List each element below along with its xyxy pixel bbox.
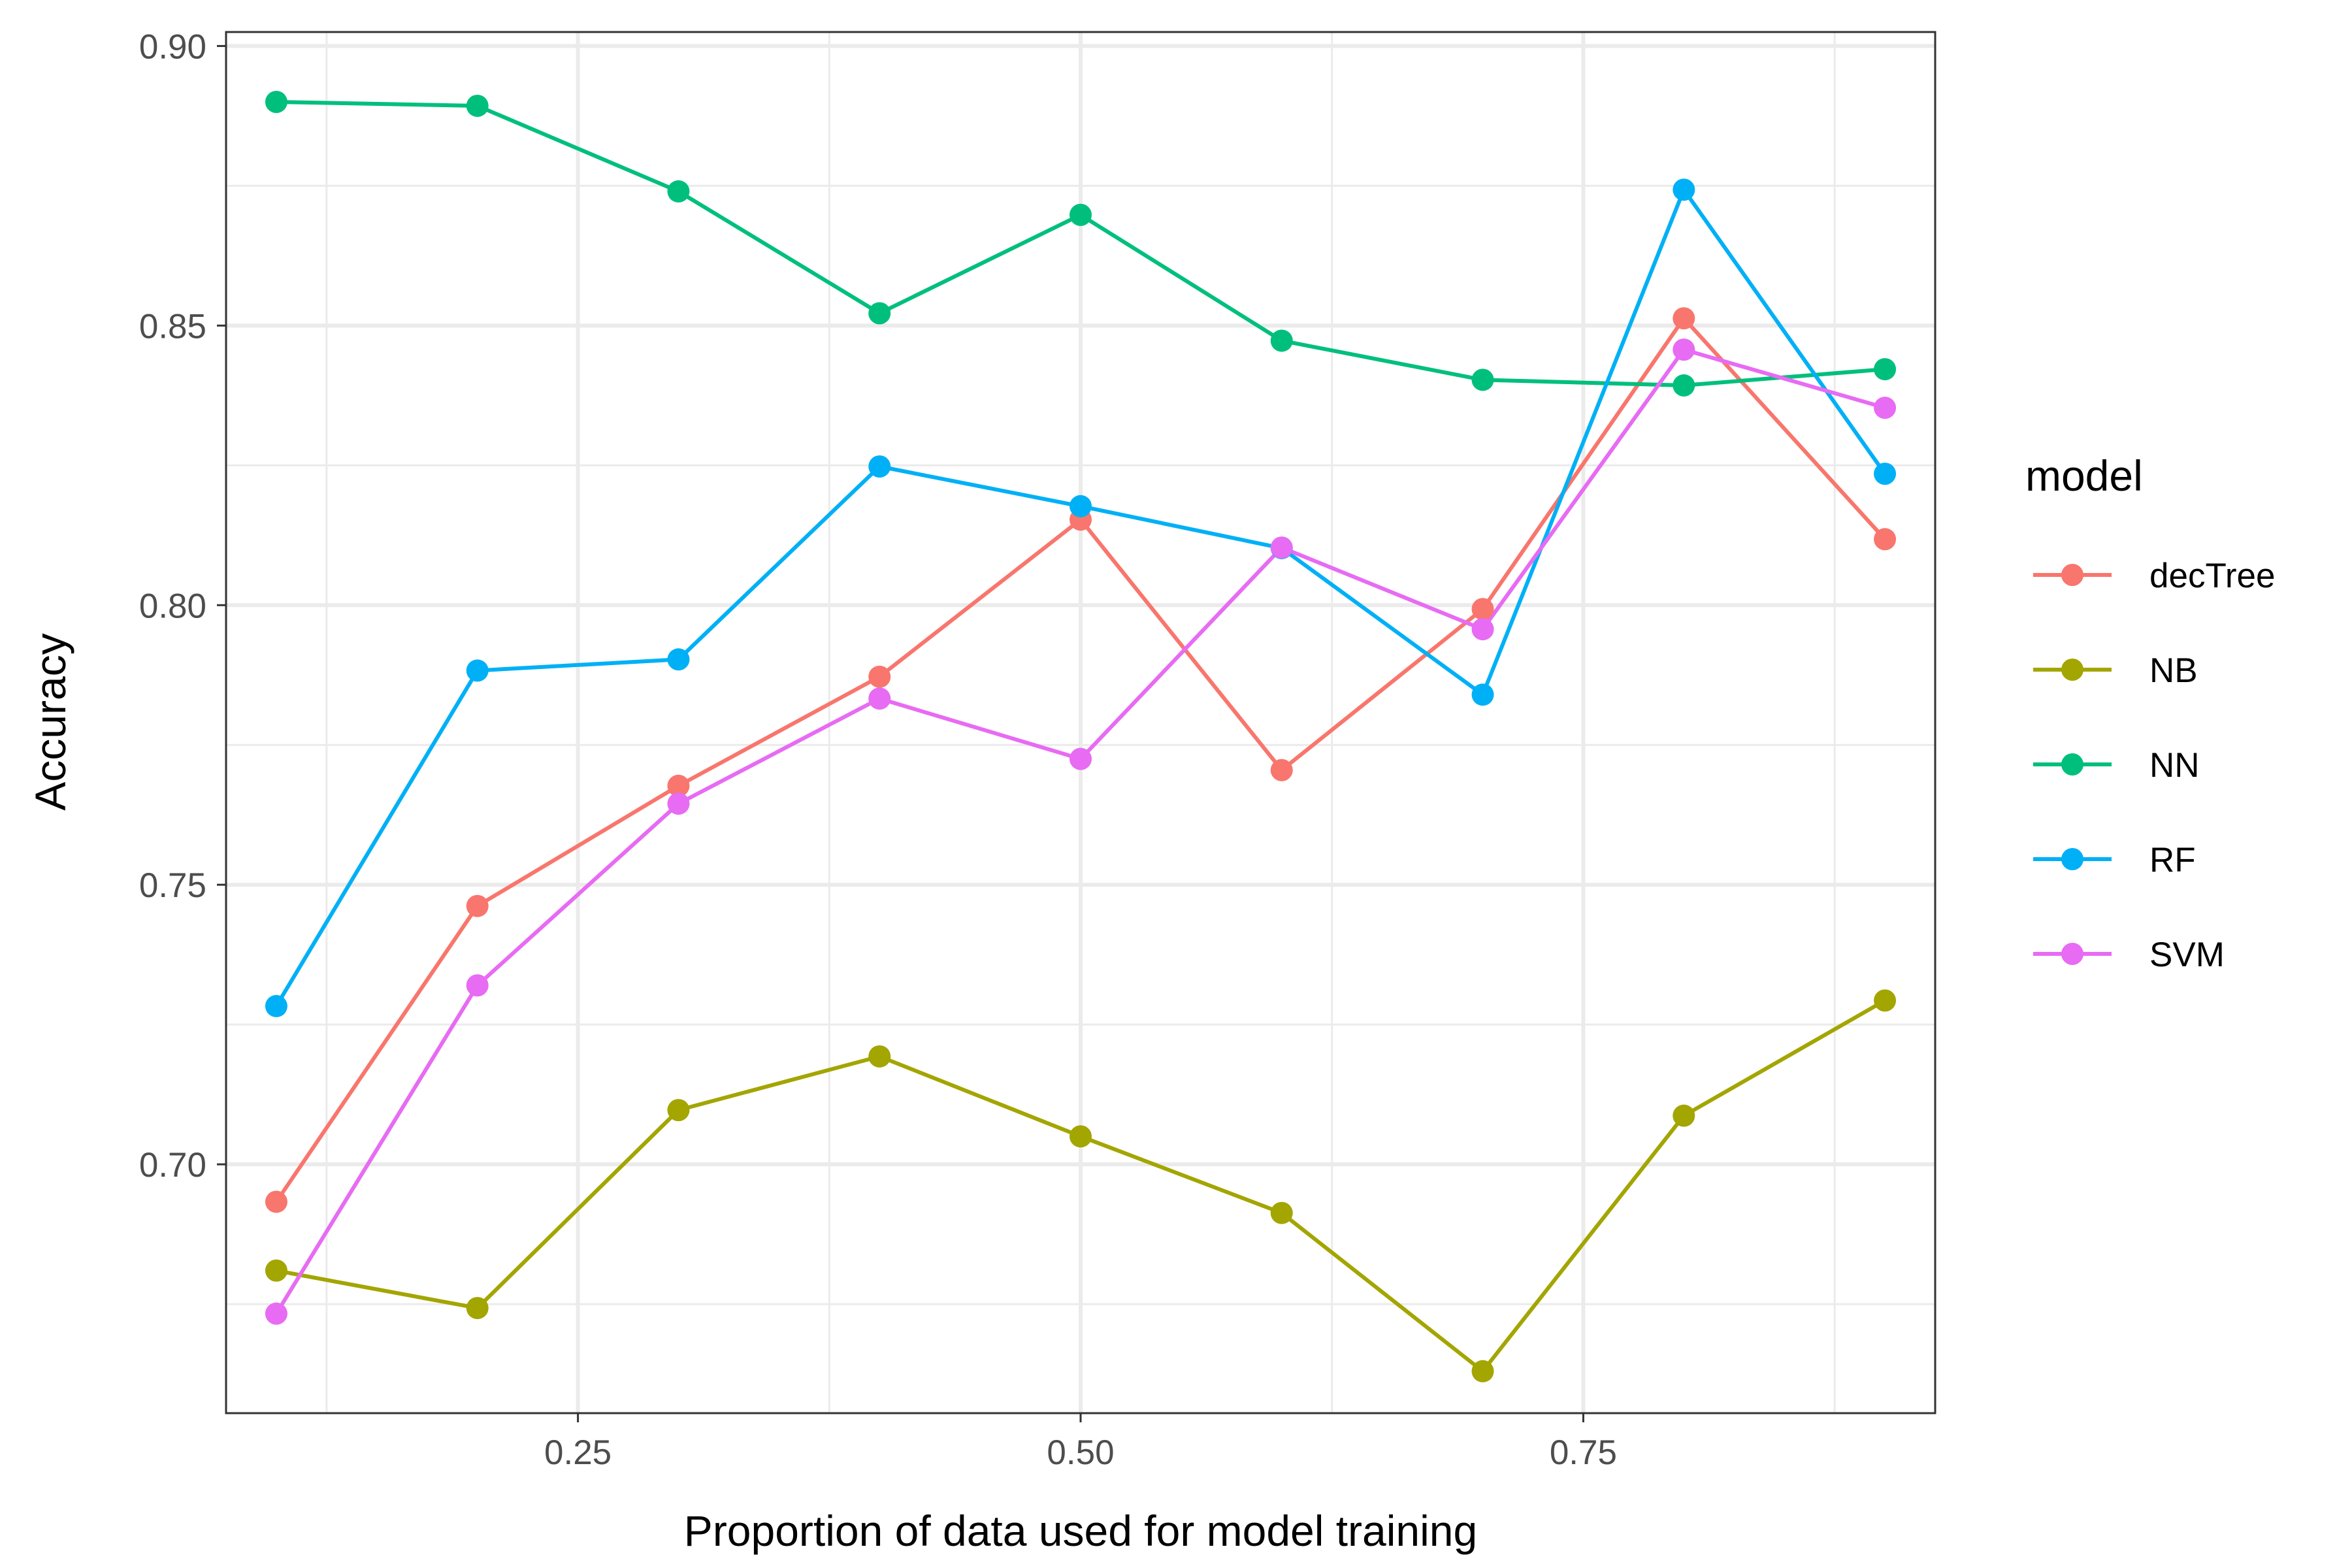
data-point-nb	[1270, 1201, 1293, 1224]
data-point-rf	[1070, 495, 1092, 517]
y-tick-label: 0.90	[139, 27, 206, 66]
data-point-nb	[667, 1099, 690, 1122]
legend-key-point	[2061, 659, 2083, 681]
legend-item-nb: NB	[2033, 651, 2198, 690]
y-tick-label: 0.70	[139, 1146, 206, 1184]
data-point-rf	[1471, 683, 1494, 706]
data-point-nn	[1874, 358, 1897, 381]
data-point-dectree	[1471, 598, 1494, 621]
axis-ticks	[217, 44, 1584, 1422]
data-point-svm	[1874, 397, 1897, 419]
data-point-svm	[868, 687, 891, 710]
data-point-svm	[466, 974, 489, 997]
data-point-dectree	[265, 1190, 287, 1213]
x-tick-labels: 0.25 0.50 0.75	[544, 1433, 1617, 1472]
data-point-nb	[1673, 1104, 1695, 1127]
legend-item-nn: NN	[2033, 746, 2200, 785]
legend-label: RF	[2149, 841, 2196, 879]
data-point-svm	[265, 1302, 287, 1325]
legend-key-point	[2061, 943, 2083, 965]
x-axis-title: Proportion of data used for model traini…	[684, 1507, 1477, 1555]
data-point-rf	[868, 455, 891, 478]
data-point-nb	[265, 1259, 287, 1282]
data-point-dectree	[1874, 528, 1897, 551]
data-point-svm	[1070, 747, 1092, 770]
legend-label: SVM	[2149, 936, 2225, 974]
legend: model decTree NB NN RF SVM	[2025, 451, 2275, 974]
data-point-nb	[1070, 1125, 1092, 1148]
data-point-nn	[1070, 203, 1092, 226]
data-point-nn	[1270, 329, 1293, 352]
legend-items: decTree NB NN RF SVM	[2033, 557, 2275, 974]
data-point-rf	[466, 659, 489, 682]
legend-label: NB	[2149, 651, 2198, 690]
x-tick-label: 0.50	[1047, 1433, 1114, 1472]
major-gridlines	[226, 32, 1935, 1413]
data-point-rf	[1874, 463, 1897, 485]
data-point-nb	[1874, 989, 1897, 1012]
legend-item-rf: RF	[2033, 841, 2196, 879]
legend-item-dectree: decTree	[2033, 557, 2275, 595]
data-point-dectree	[466, 894, 489, 917]
legend-key-point	[2061, 848, 2083, 870]
data-point-rf	[265, 994, 287, 1017]
data-point-svm	[667, 792, 690, 815]
data-point-dectree	[667, 774, 690, 797]
y-tick-label: 0.75	[139, 866, 206, 905]
data-point-nb	[868, 1045, 891, 1068]
y-axis-title: Accuracy	[26, 633, 74, 810]
y-tick-label: 0.80	[139, 587, 206, 625]
data-point-rf	[667, 648, 690, 671]
legend-key-point	[2061, 753, 2083, 776]
data-point-nn	[868, 302, 891, 325]
data-point-nn	[1471, 368, 1494, 391]
x-tick-label: 0.75	[1550, 1433, 1617, 1472]
data-point-nn	[466, 94, 489, 117]
legend-key-point	[2061, 564, 2083, 586]
legend-label: decTree	[2149, 557, 2275, 595]
legend-item-svm: SVM	[2033, 936, 2225, 974]
data-point-nb	[466, 1297, 489, 1320]
data-point-rf	[1673, 178, 1695, 201]
data-point-nb	[1471, 1360, 1494, 1382]
data-point-dectree	[868, 665, 891, 688]
data-point-svm	[1270, 536, 1293, 559]
data-point-svm	[1471, 618, 1494, 641]
data-point-nn	[667, 180, 690, 203]
data-point-nn	[265, 90, 287, 113]
series-points	[265, 90, 1897, 1382]
data-point-dectree	[1270, 759, 1293, 781]
legend-title: model	[2025, 451, 2143, 500]
data-point-nn	[1673, 374, 1695, 397]
legend-label: NN	[2149, 746, 2200, 785]
y-tick-label: 0.85	[139, 307, 206, 346]
data-point-svm	[1673, 338, 1695, 361]
data-point-dectree	[1673, 307, 1695, 330]
y-tick-labels: 0.70 0.75 0.80 0.85 0.90	[139, 27, 206, 1184]
x-tick-label: 0.25	[544, 1433, 612, 1472]
